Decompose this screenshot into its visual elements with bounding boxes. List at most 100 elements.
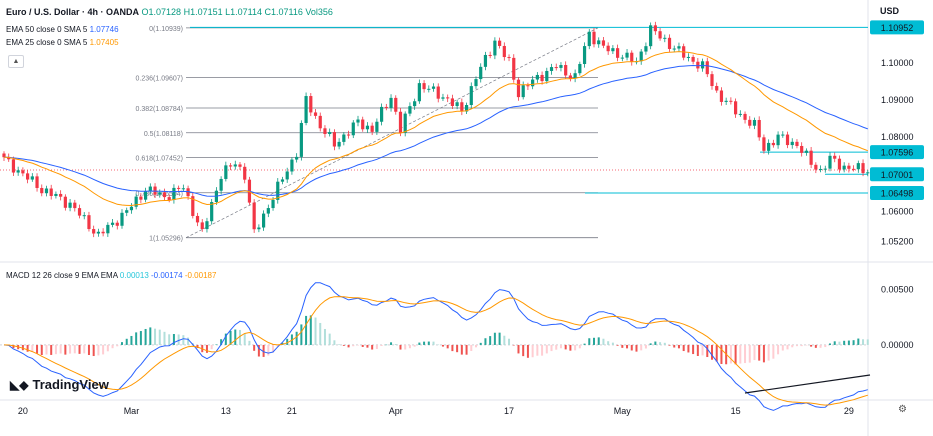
candle-body bbox=[672, 48, 676, 50]
candle-body bbox=[441, 97, 445, 99]
macd-histogram-bar bbox=[814, 344, 817, 348]
candle-body bbox=[380, 106, 384, 122]
candle-body bbox=[649, 25, 653, 47]
macd-hist-value: 0.00013 bbox=[119, 271, 149, 280]
macd-histogram-bar bbox=[187, 337, 190, 345]
candle-body bbox=[257, 227, 261, 230]
candle-body bbox=[30, 176, 34, 180]
ema50-legend[interactable]: EMA 50 close 0 SMA 5 1.07746 bbox=[6, 25, 119, 34]
candle-body bbox=[148, 186, 152, 191]
macd-histogram-bar bbox=[748, 344, 751, 363]
macd-histogram-bar bbox=[357, 344, 359, 346]
candle-body bbox=[210, 202, 214, 222]
macd-histogram-bar bbox=[323, 328, 326, 345]
macd-tick-label: 0.00500 bbox=[881, 285, 914, 295]
candle-body bbox=[568, 75, 572, 79]
candle-body bbox=[158, 192, 162, 195]
macd-histogram-bar bbox=[805, 344, 808, 346]
candle-body bbox=[582, 46, 587, 65]
macd-histogram-bar bbox=[437, 344, 440, 346]
candle-body bbox=[295, 156, 299, 160]
macd-histogram-bar bbox=[111, 344, 114, 349]
macd-histogram-bar bbox=[106, 344, 109, 352]
price-badge-label: 1.07596 bbox=[881, 148, 914, 158]
candle-body bbox=[597, 40, 601, 45]
macd-histogram-bar bbox=[857, 338, 860, 345]
candle-body bbox=[228, 165, 233, 167]
macd-histogram-bar bbox=[583, 343, 586, 345]
macd-histogram-bar bbox=[626, 344, 629, 349]
candle-body bbox=[795, 141, 799, 146]
macd-histogram-bar bbox=[465, 344, 468, 355]
candle-body bbox=[422, 83, 426, 90]
candle-body bbox=[313, 112, 318, 116]
candle-body bbox=[110, 222, 115, 225]
macd-histogram-bar bbox=[54, 344, 57, 355]
currency-label[interactable]: USD bbox=[880, 6, 900, 16]
candle-body bbox=[280, 179, 285, 182]
macd-histogram-bar bbox=[852, 340, 855, 345]
candle-body bbox=[667, 37, 672, 49]
time-tick-label: May bbox=[614, 406, 632, 416]
macd-histogram-bar bbox=[729, 344, 732, 364]
macd-histogram-bar bbox=[838, 341, 841, 345]
macd-histogram-bar bbox=[347, 344, 350, 348]
candle-body bbox=[195, 215, 200, 223]
candle-body bbox=[139, 196, 143, 200]
candle-body bbox=[545, 70, 549, 82]
candle-body bbox=[450, 98, 454, 106]
macd-histogram-bar bbox=[734, 344, 737, 365]
macd-histogram-bar bbox=[555, 344, 558, 350]
chevron-up-icon[interactable]: ▲ bbox=[8, 55, 24, 68]
fib-label-0.382: 0.382(1.08784) bbox=[136, 106, 183, 113]
macd-histogram-bar bbox=[673, 344, 676, 348]
candle-body bbox=[790, 141, 794, 146]
candle-body bbox=[818, 168, 823, 170]
candle-body bbox=[601, 40, 606, 46]
candle-body bbox=[700, 61, 705, 69]
gear-icon[interactable]: ⚙ bbox=[898, 404, 907, 415]
candle-body bbox=[144, 190, 148, 200]
candle-body bbox=[644, 46, 648, 52]
macd-histogram-bar bbox=[253, 344, 256, 351]
macd-histogram-bar bbox=[116, 344, 119, 347]
macd-histogram-bar bbox=[531, 344, 534, 358]
macd-histogram-bar bbox=[607, 341, 610, 345]
macd-histogram-bar bbox=[616, 344, 619, 346]
candle-body bbox=[82, 215, 86, 217]
candle-body bbox=[11, 159, 16, 173]
candle-body bbox=[483, 54, 488, 67]
price-badge bbox=[870, 20, 924, 35]
candle-body bbox=[852, 168, 856, 170]
price-badge bbox=[870, 167, 924, 182]
macd-histogram-bar bbox=[503, 335, 506, 345]
macd-histogram-bar bbox=[663, 342, 666, 345]
candle-body bbox=[219, 178, 223, 191]
macd-histogram-bar bbox=[78, 344, 81, 354]
candle-body bbox=[304, 96, 308, 123]
candle-body bbox=[436, 86, 440, 99]
macd-histogram-bar bbox=[375, 344, 378, 349]
ema25-label: EMA 25 close 0 SMA 5 bbox=[6, 38, 88, 47]
candle-body bbox=[389, 97, 393, 108]
macd-histogram-bar bbox=[508, 338, 511, 345]
candle-body bbox=[115, 222, 119, 226]
candle-body bbox=[800, 145, 804, 153]
macd-legend[interactable]: MACD 12 26 close 9 EMA EMA 0.00013 -0.00… bbox=[6, 271, 216, 280]
macd-histogram-bar bbox=[739, 344, 742, 364]
macd-trend-line bbox=[744, 374, 871, 394]
candle-body bbox=[526, 85, 530, 87]
candle-body bbox=[781, 134, 785, 136]
logo-text: TradingView bbox=[32, 377, 109, 392]
ema25-legend[interactable]: EMA 25 close 0 SMA 5 1.07405 bbox=[6, 38, 119, 47]
macd-histogram-bar bbox=[715, 344, 718, 362]
macd-histogram-bar bbox=[668, 344, 671, 346]
macd-histogram-bar bbox=[829, 343, 831, 345]
candle-body bbox=[752, 119, 757, 126]
symbol-title[interactable]: Euro / U.S. Dollar · 4h · OANDA bbox=[6, 7, 140, 17]
macd-histogram-bar bbox=[215, 344, 218, 345]
macd-histogram-bar bbox=[611, 342, 614, 345]
macd-histogram-bar bbox=[125, 338, 128, 345]
macd-histogram-bar bbox=[786, 344, 789, 350]
